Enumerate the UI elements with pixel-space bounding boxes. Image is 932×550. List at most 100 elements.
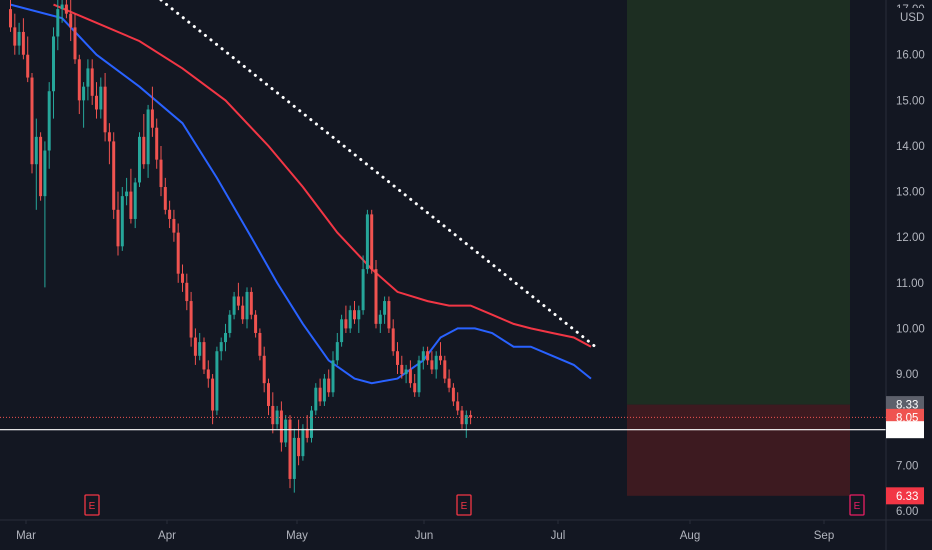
candle — [206, 360, 210, 388]
candle-body — [430, 360, 434, 370]
candle-body — [310, 410, 313, 438]
candles — [9, 0, 473, 493]
candle-body — [426, 351, 430, 361]
candle-body — [258, 332, 262, 356]
candle-body — [421, 351, 425, 361]
candle — [254, 310, 258, 338]
candle — [47, 82, 51, 169]
candle-body — [30, 77, 34, 165]
candle-body — [370, 214, 374, 270]
candle — [434, 351, 438, 379]
candle — [21, 18, 25, 60]
currency-label-bg — [895, 8, 925, 25]
candle-body — [107, 132, 111, 142]
y-tick-label: 13.00 — [896, 187, 925, 199]
candle — [103, 72, 107, 142]
candle — [262, 346, 266, 393]
candle-body — [301, 428, 305, 457]
horizontal-lines — [0, 416, 886, 431]
candle-body — [47, 91, 51, 151]
x-tick-label: May — [286, 530, 308, 542]
candle — [408, 360, 412, 388]
candle — [120, 187, 124, 251]
candle — [361, 255, 365, 315]
candle-body — [86, 68, 90, 87]
candle-body — [56, 9, 60, 37]
candle-body — [331, 360, 335, 393]
candle-body — [232, 296, 236, 315]
candle-body — [77, 59, 81, 101]
candle — [64, 0, 68, 19]
candle — [245, 287, 249, 329]
candle — [77, 54, 81, 115]
candle — [417, 355, 421, 397]
candle — [340, 314, 344, 347]
candle — [439, 342, 442, 365]
candle — [181, 264, 184, 292]
candle — [163, 177, 167, 215]
candle-body — [400, 364, 404, 375]
earnings-icon-label: E — [89, 501, 96, 512]
candle-body — [404, 369, 408, 375]
candle-body — [112, 141, 116, 210]
candle — [215, 346, 219, 416]
candle-body — [279, 410, 283, 443]
candle — [344, 305, 348, 333]
price-badge-bg — [886, 487, 924, 505]
earnings-icon-label: E — [461, 501, 468, 512]
candle — [168, 200, 172, 229]
price-badge-label: 7.78 — [896, 425, 918, 437]
profit-zone — [627, 0, 850, 405]
y-tick-label: 6.00 — [896, 506, 918, 518]
candle — [133, 177, 137, 229]
candle-body — [447, 378, 451, 388]
candle — [90, 59, 94, 105]
candle — [400, 355, 404, 379]
candle — [413, 374, 417, 397]
x-tick-label: Sep — [814, 530, 834, 542]
candle — [370, 209, 374, 274]
time-axis[interactable]: Mar Apr May Jun Jul Aug Sep — [16, 520, 834, 542]
candle-body — [443, 360, 447, 379]
y-tick-label: 9.00 — [896, 369, 918, 381]
x-tick-label: Jun — [415, 530, 434, 542]
candle-body — [133, 182, 137, 219]
candle — [374, 260, 378, 329]
candle-body — [17, 31, 21, 46]
candle — [331, 351, 335, 397]
candle-body — [439, 355, 442, 361]
candle — [99, 77, 103, 119]
candle — [43, 141, 47, 288]
ma-slow-line — [53, 3, 592, 348]
candle-body — [374, 269, 378, 324]
candle-body — [361, 269, 365, 311]
candle-body — [219, 342, 223, 352]
candle — [271, 392, 275, 434]
candle-body — [142, 136, 146, 165]
candle — [95, 82, 98, 119]
price-axis[interactable]: 6.007.008.009.0010.0011.0012.0013.0014.0… — [896, 4, 925, 518]
candle-body — [365, 214, 369, 270]
candle-body — [103, 86, 107, 133]
candle-body — [99, 86, 103, 110]
y-tick-label: 16.00 — [896, 50, 925, 62]
candle-body — [245, 291, 249, 320]
candle-body — [206, 369, 210, 379]
earnings-icon-frame — [456, 494, 472, 516]
trendline[interactable] — [159, 0, 597, 349]
candle-body — [267, 383, 270, 406]
candle-body — [456, 401, 460, 411]
candle-body — [254, 314, 258, 333]
candle — [228, 310, 232, 338]
loss-zone — [627, 404, 850, 496]
y-tick-label: 7.00 — [896, 460, 918, 472]
candle-body — [21, 31, 25, 55]
y-tick-label: 14.00 — [896, 141, 925, 153]
candle — [9, 0, 12, 32]
candle — [426, 346, 430, 365]
candle-body — [176, 232, 180, 274]
candle-body — [64, 4, 68, 14]
x-tick-label: Aug — [680, 530, 700, 542]
candle-body — [224, 332, 227, 343]
